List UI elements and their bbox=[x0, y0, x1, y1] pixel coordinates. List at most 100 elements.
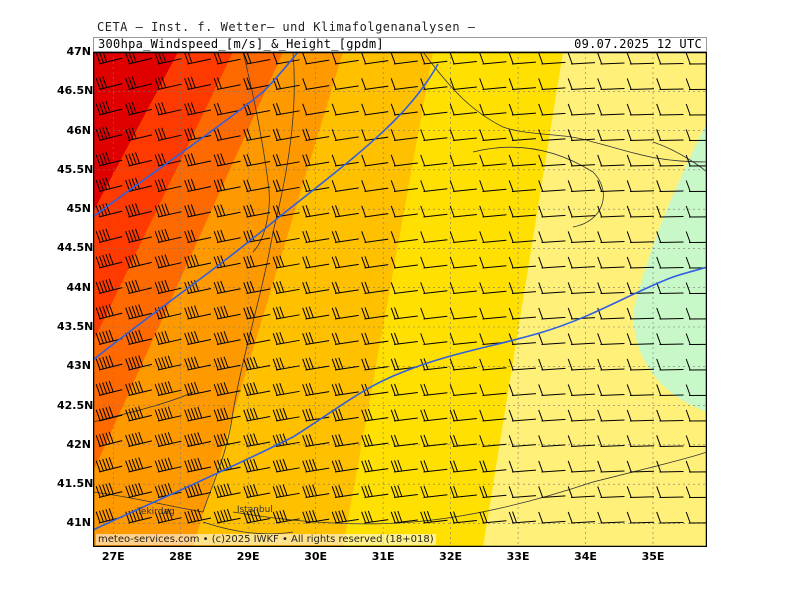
lat-label: 47N bbox=[66, 45, 91, 58]
wind-barb bbox=[567, 435, 595, 447]
wind-barbs bbox=[95, 52, 707, 524]
wind-barb bbox=[420, 282, 448, 294]
wind-barb bbox=[154, 228, 182, 243]
wind-barb bbox=[597, 52, 625, 65]
wind-barb bbox=[125, 355, 152, 371]
wind-barb bbox=[685, 256, 707, 269]
wind-barb bbox=[331, 78, 359, 90]
wind-barb bbox=[243, 153, 271, 167]
wind-barb bbox=[597, 307, 625, 320]
wind-barb bbox=[685, 486, 707, 498]
wind-barb bbox=[656, 333, 684, 345]
wind-barb bbox=[302, 509, 330, 524]
lat-label: 43N bbox=[66, 359, 91, 373]
wind-barb bbox=[626, 460, 655, 473]
wind-barb bbox=[243, 484, 271, 498]
wind-barb bbox=[597, 103, 625, 116]
wind-barb bbox=[538, 129, 566, 141]
lat-label: 41.5N bbox=[57, 477, 94, 491]
wind-barb bbox=[213, 153, 241, 167]
wind-barb bbox=[449, 154, 477, 167]
wind-barb bbox=[449, 256, 477, 269]
wind-barb bbox=[125, 228, 152, 243]
wind-barb bbox=[95, 355, 123, 371]
wind-barb bbox=[361, 358, 389, 371]
wind-barb bbox=[361, 154, 389, 167]
product-title: 300hpa_Windspeed_[m/s]_&_Height_[gpdm] bbox=[98, 37, 384, 51]
wind-barb bbox=[479, 129, 507, 141]
wind-barb bbox=[95, 76, 123, 90]
wind-barb bbox=[95, 253, 123, 269]
wind-barb bbox=[125, 431, 152, 447]
wind-barb bbox=[184, 508, 212, 524]
wind-barb bbox=[361, 281, 389, 294]
wind-barb bbox=[449, 307, 477, 320]
wind-barb bbox=[125, 203, 152, 218]
wind-barb bbox=[597, 78, 625, 90]
wind-barb bbox=[302, 434, 330, 447]
wind-barb bbox=[626, 205, 655, 218]
wind-barb bbox=[95, 304, 123, 320]
wind-barb bbox=[154, 406, 182, 422]
wind-barb bbox=[567, 358, 595, 371]
wind-barb bbox=[95, 457, 123, 473]
wind-barb bbox=[567, 282, 595, 294]
wind-barb bbox=[125, 76, 152, 90]
windspeed-bands bbox=[93, 52, 707, 547]
wind-barb bbox=[597, 358, 625, 371]
wind-barb bbox=[125, 52, 152, 65]
wind-barb bbox=[95, 101, 123, 116]
wind-barb bbox=[272, 407, 300, 422]
wind-barb bbox=[538, 205, 566, 218]
wind-barb bbox=[597, 511, 625, 524]
wind-barb bbox=[95, 278, 123, 294]
wind-barb bbox=[420, 180, 448, 192]
wind-barb bbox=[685, 511, 707, 524]
wind-barb bbox=[685, 384, 707, 396]
lon-label: 31E bbox=[371, 550, 395, 563]
wind-barb bbox=[656, 231, 684, 243]
wind-barb bbox=[243, 331, 271, 345]
border-romania bbox=[242, 52, 270, 253]
wind-barb bbox=[656, 180, 684, 192]
wind-barb bbox=[626, 486, 655, 498]
coastline-north bbox=[422, 52, 707, 163]
wind-barb bbox=[361, 332, 389, 345]
wind-barb bbox=[331, 459, 359, 473]
wind-barb bbox=[95, 177, 123, 192]
wind-barb bbox=[420, 103, 448, 116]
wind-barb bbox=[626, 154, 655, 167]
wind-barb bbox=[213, 102, 241, 116]
wind-barb bbox=[361, 180, 389, 192]
wind-barb bbox=[213, 356, 241, 371]
wind-barb bbox=[597, 154, 625, 167]
wind-barb bbox=[213, 204, 241, 218]
wind-barb bbox=[331, 230, 359, 243]
wind-barb bbox=[567, 511, 595, 524]
wind-barb bbox=[331, 154, 359, 167]
wind-barb bbox=[597, 435, 625, 447]
wind-barb bbox=[449, 333, 477, 345]
wind-barb bbox=[272, 128, 300, 141]
wind-barb bbox=[213, 305, 241, 320]
wind-barb bbox=[656, 205, 684, 218]
wind-barb bbox=[154, 330, 182, 345]
wind-barb bbox=[272, 484, 300, 498]
wind-barb bbox=[154, 355, 182, 371]
wind-barb bbox=[449, 103, 477, 116]
wind-barb bbox=[154, 127, 182, 141]
wind-barb bbox=[626, 78, 655, 90]
wind-barb bbox=[449, 52, 477, 65]
wind-barb bbox=[272, 331, 300, 345]
wind-barb bbox=[302, 230, 330, 243]
wind-barb bbox=[479, 231, 507, 243]
wind-barb bbox=[243, 255, 271, 269]
lat-label: 42.5N bbox=[57, 398, 94, 412]
wind-barb bbox=[95, 52, 123, 65]
wind-barb bbox=[213, 52, 241, 65]
wind-barb bbox=[302, 306, 330, 320]
wind-barb bbox=[538, 231, 566, 243]
wind-barb bbox=[361, 256, 389, 269]
map-canvas bbox=[93, 52, 707, 547]
wind-barb bbox=[508, 358, 536, 371]
